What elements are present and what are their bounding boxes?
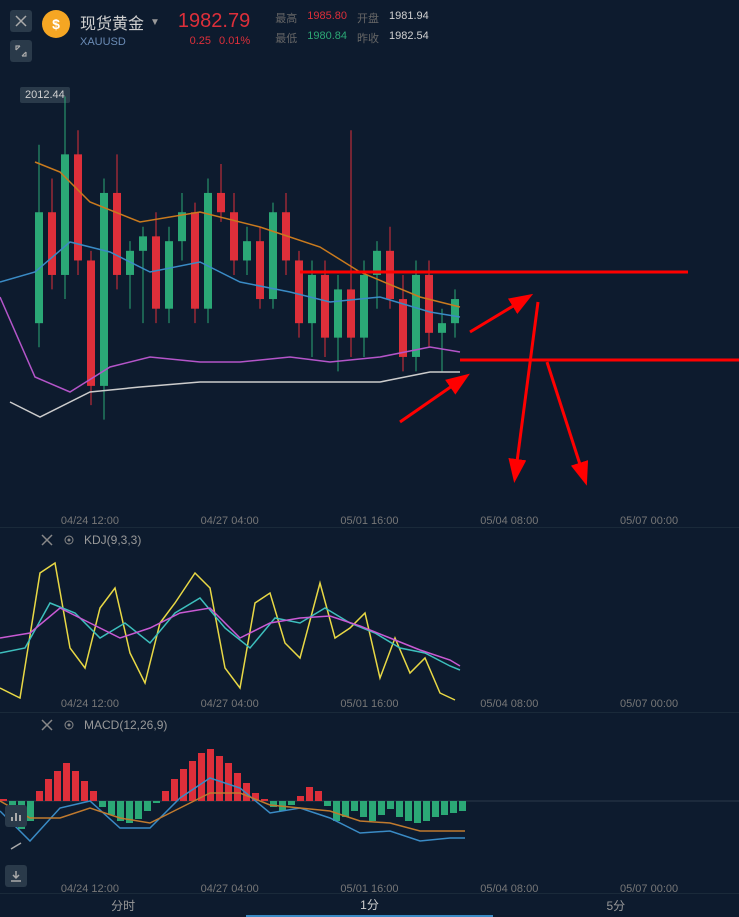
time-tick: 05/01 16:00 bbox=[340, 698, 398, 710]
price-block: 1982.79 0.25 0.01% bbox=[178, 10, 250, 47]
kdj-gear-icon[interactable] bbox=[62, 533, 76, 547]
time-tick: 05/04 08:00 bbox=[480, 698, 538, 710]
time-tick: 04/24 12:00 bbox=[61, 515, 119, 527]
symbol-code: XAUUSD bbox=[80, 36, 160, 48]
kdj-panel[interactable]: KDJ(9,3,3) 04/24 12:00 04/27 04:00 05/01 1… bbox=[0, 527, 739, 712]
change-percent: 0.01% bbox=[219, 35, 250, 47]
low-value: 1980.84 bbox=[307, 30, 347, 46]
timeframe-tabs: 分时1分5分 bbox=[0, 893, 739, 917]
time-tick: 05/04 08:00 bbox=[480, 515, 538, 527]
timeframe-tab[interactable]: 1分 bbox=[246, 894, 492, 917]
open-value: 1981.94 bbox=[389, 10, 429, 26]
download-icon[interactable] bbox=[5, 865, 27, 887]
stats-block: 最高 1985.80 开盘 1981.94 最低 1980.84 昨收 1982… bbox=[275, 10, 429, 46]
kdj-svg bbox=[0, 538, 739, 703]
time-tick: 04/27 04:00 bbox=[201, 698, 259, 710]
timeframe-tab[interactable]: 分时 bbox=[0, 894, 246, 917]
time-tick: 05/07 00:00 bbox=[620, 515, 678, 527]
close-button[interactable] bbox=[10, 10, 32, 32]
open-label: 开盘 bbox=[357, 10, 379, 26]
dropdown-icon[interactable]: ▼ bbox=[150, 17, 160, 28]
kdj-time-axis: 04/24 12:00 04/27 04:00 05/01 16:00 05/04 0… bbox=[0, 698, 739, 710]
chart-svg bbox=[0, 72, 739, 527]
bottom-left-toolbar bbox=[5, 805, 27, 887]
volume-icon[interactable] bbox=[5, 805, 27, 827]
high-label: 最高 bbox=[275, 10, 297, 26]
time-tick: 05/01 16:00 bbox=[340, 515, 398, 527]
symbol-icon: $ bbox=[42, 10, 70, 38]
header: $ 现货黄金 ▼ XAUUSD 1982.79 0.25 0.01% 最高 19… bbox=[0, 0, 739, 67]
macd-title: MACD(12,26,9) bbox=[84, 718, 167, 732]
left-toolbar bbox=[10, 10, 32, 62]
low-label: 最低 bbox=[275, 30, 297, 46]
expand-button[interactable] bbox=[10, 40, 32, 62]
symbol-title-block: 现货黄金 ▼ XAUUSD bbox=[80, 10, 160, 48]
kdj-title: KDJ(9,3,3) bbox=[84, 533, 141, 547]
draw-icon[interactable] bbox=[5, 835, 27, 857]
time-tick: 04/27 04:00 bbox=[201, 515, 259, 527]
main-chart[interactable]: 2012.44 04/24 12:0004/27 04:0005/01 16:0… bbox=[0, 72, 739, 527]
timeframe-tab[interactable]: 5分 bbox=[493, 894, 739, 917]
last-price: 1982.79 bbox=[178, 10, 250, 33]
prev-label: 昨收 bbox=[357, 30, 379, 46]
macd-panel[interactable]: MACD(12,26,9) 04/24 12:0004/27 04:0005/0… bbox=[0, 712, 739, 897]
prev-value: 1982.54 bbox=[389, 30, 429, 46]
change-absolute: 0.25 bbox=[190, 35, 211, 47]
high-value: 1985.80 bbox=[307, 10, 347, 26]
macd-close-icon[interactable] bbox=[40, 718, 54, 732]
symbol-name[interactable]: 现货黄金 bbox=[80, 10, 144, 34]
time-axis: 04/24 12:00 04/27 04:00 05/01 16:00 05/04 0… bbox=[0, 515, 739, 527]
time-tick: 04/24 12:00 bbox=[61, 698, 119, 710]
kdj-close-icon[interactable] bbox=[40, 533, 54, 547]
time-tick: 05/07 00:00 bbox=[620, 698, 678, 710]
macd-gear-icon[interactable] bbox=[62, 718, 76, 732]
macd-svg bbox=[0, 723, 739, 883]
